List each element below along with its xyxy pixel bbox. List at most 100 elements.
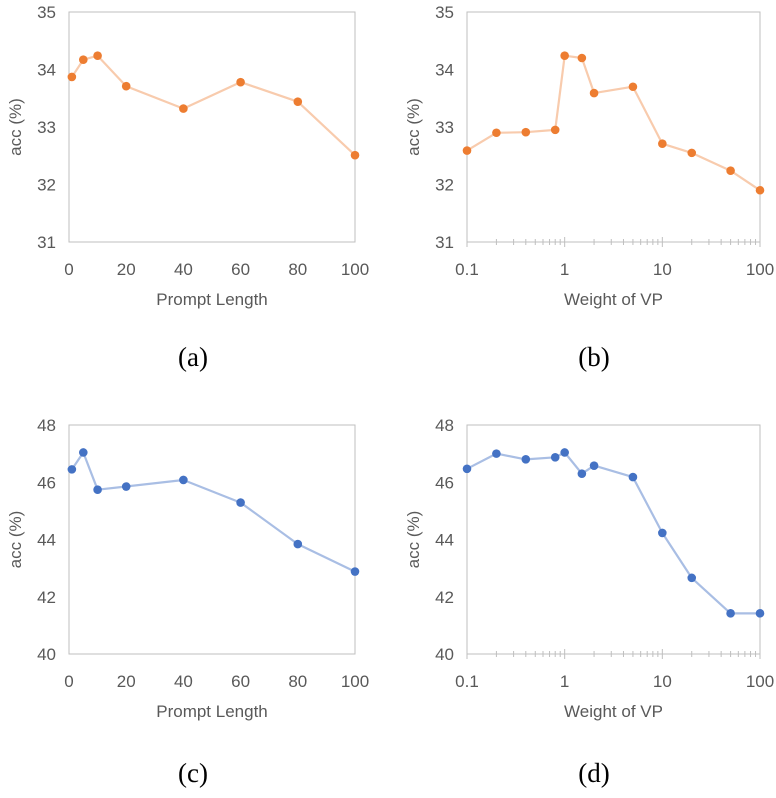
data-point	[462, 146, 472, 155]
x-tick-label: 100	[746, 260, 774, 279]
y-axis-label: acc (%)	[6, 98, 25, 156]
data-point	[179, 475, 188, 485]
panel-caption: (c)	[178, 758, 208, 788]
y-tick-label: 34	[37, 61, 56, 80]
x-tick-label: 0	[64, 260, 73, 279]
y-tick-label: 46	[435, 473, 454, 492]
y-tick-label: 46	[37, 473, 56, 492]
data-point	[236, 77, 245, 87]
x-axis-label: Prompt Length	[156, 702, 268, 721]
data-point	[560, 448, 569, 457]
x-tick-label: 1	[560, 260, 569, 279]
y-tick-label: 44	[37, 531, 56, 550]
plot-frame	[466, 11, 761, 243]
y-axis-label: acc (%)	[6, 511, 25, 569]
data-point	[521, 127, 531, 137]
data-point	[628, 82, 638, 92]
data-point	[236, 498, 245, 507]
y-tick-label: 32	[435, 176, 454, 195]
x-axis-label: Weight of VP	[564, 702, 663, 721]
x-axis-label: Prompt Length	[156, 290, 268, 309]
y-tick-label: 33	[435, 118, 454, 137]
data-point	[67, 72, 77, 82]
x-tick-label: 1	[560, 672, 569, 691]
y-tick-label: 40	[37, 645, 56, 664]
data-point	[755, 609, 765, 618]
data-point	[79, 55, 88, 65]
x-tick-label: 40	[174, 260, 193, 279]
x-tick-label: 100	[746, 672, 774, 691]
data-point	[658, 139, 667, 148]
series-line	[466, 54, 761, 192]
x-tick-label: 10	[653, 260, 672, 279]
y-tick-label: 42	[37, 588, 56, 607]
x-tick-label: 20	[117, 260, 136, 279]
data-point	[628, 472, 638, 482]
data-point	[67, 465, 77, 474]
data-point	[560, 51, 569, 60]
y-tick-label: 48	[435, 416, 454, 435]
data-point	[79, 448, 88, 457]
panel-b: 0.1 1 10 100 31 32 33 34 35 Weight of VP acc (%) (b…	[404, 3, 774, 372]
data-point	[492, 128, 501, 138]
x-tick-label: 20	[117, 672, 136, 691]
data-point	[350, 150, 360, 160]
x-tick-label: 100	[341, 260, 369, 279]
data-point	[687, 573, 697, 583]
data-point	[550, 453, 560, 462]
x-tick-label: 0.1	[455, 260, 479, 279]
y-tick-label: 35	[37, 3, 56, 22]
panel-caption: (b)	[578, 342, 609, 372]
data-point	[521, 455, 531, 464]
y-tick-label: 42	[435, 588, 454, 607]
y-tick-label: 35	[435, 3, 454, 22]
y-tick-label: 33	[37, 118, 56, 137]
data-point	[687, 148, 697, 158]
panel-caption: (d)	[578, 758, 609, 788]
y-tick-label: 48	[37, 416, 56, 435]
x-tick-label: 80	[288, 260, 307, 279]
data-point	[658, 528, 667, 538]
data-point	[492, 449, 501, 458]
panel-d: 0.1 1 10 100 40 42 44 46 48 Weight of VP acc (%) (d…	[404, 416, 774, 788]
x-tick-label: 100	[341, 672, 369, 691]
data-point	[93, 485, 102, 494]
data-point	[293, 539, 303, 549]
series-line	[70, 54, 356, 157]
data-point	[755, 185, 765, 195]
data-point	[589, 461, 599, 470]
x-tick-label: 60	[231, 260, 250, 279]
x-tick-label: 60	[231, 672, 250, 691]
y-tick-label: 34	[435, 61, 454, 80]
y-axis-label: acc (%)	[404, 511, 423, 569]
y-tick-label: 32	[37, 176, 56, 195]
plot-frame	[68, 424, 356, 655]
data-point	[350, 567, 360, 576]
x-tick-label: 40	[174, 672, 193, 691]
data-point	[121, 482, 131, 491]
data-point	[293, 97, 303, 106]
panel-c: 0 20 40 60 80 100 40 42 44 46 48 Prompt Length acc (…	[6, 416, 369, 788]
data-point	[121, 81, 131, 91]
y-tick-label: 40	[435, 645, 454, 664]
series-line	[70, 451, 356, 573]
panel-caption: (a)	[178, 342, 208, 372]
x-axis-label: Weight of VP	[564, 290, 663, 309]
data-point	[179, 104, 188, 113]
plot-frame	[466, 424, 761, 655]
x-tick-label: 10	[653, 672, 672, 691]
plot-frame	[68, 11, 356, 243]
x-tick-label: 80	[288, 672, 307, 691]
y-tick-label: 31	[435, 233, 454, 252]
y-tick-label: 31	[37, 233, 56, 252]
data-point	[550, 125, 560, 135]
panel-a: 0 20 40 60 80 100 31 32 33 34 35 Prompt Length acc (…	[6, 3, 369, 372]
x-tick-label: 0	[64, 672, 73, 691]
y-axis-label: acc (%)	[404, 98, 423, 156]
y-tick-label: 44	[435, 531, 454, 550]
x-tick-label: 0.1	[455, 672, 479, 691]
data-point	[726, 609, 735, 618]
data-point	[93, 51, 102, 60]
data-point	[589, 88, 599, 98]
data-point	[577, 469, 587, 478]
